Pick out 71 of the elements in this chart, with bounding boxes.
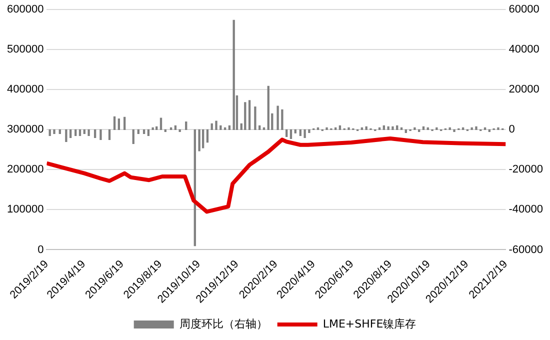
bar — [123, 116, 126, 130]
bar — [232, 20, 235, 130]
bar — [267, 86, 270, 130]
bar — [392, 126, 394, 130]
y-tick-label: 600000 — [6, 4, 44, 16]
legend-label: 周度环比（右轴） — [179, 317, 268, 330]
bar — [436, 127, 438, 130]
bar — [308, 129, 310, 133]
bar — [58, 129, 61, 134]
bar — [185, 122, 188, 130]
bar — [475, 126, 478, 130]
bar — [290, 129, 292, 140]
y-tick-label: 400000 — [6, 84, 44, 96]
bar — [147, 129, 150, 136]
bar — [244, 102, 246, 130]
bar — [338, 125, 342, 130]
bar — [174, 125, 177, 130]
bar — [113, 116, 116, 130]
bar — [198, 129, 200, 152]
bar — [69, 129, 72, 138]
y2-tick-label: -40000 — [508, 204, 544, 216]
bar — [348, 127, 350, 130]
bar — [248, 100, 251, 130]
bar — [228, 125, 231, 130]
bar — [299, 129, 302, 136]
bar — [215, 120, 218, 130]
y2-tick-label: -60000 — [508, 244, 544, 256]
bar — [132, 129, 134, 144]
y-tick-label: 0 — [38, 244, 44, 256]
bar — [202, 129, 204, 148]
bar — [48, 129, 51, 136]
bar — [74, 129, 77, 136]
bar — [387, 126, 390, 130]
bar — [276, 106, 279, 130]
bar — [53, 129, 56, 134]
y2-tick-label: 0 — [508, 124, 515, 136]
bar — [220, 125, 222, 130]
bar — [304, 129, 306, 138]
bar — [137, 129, 140, 134]
y2-tick-label: 60000 — [508, 4, 540, 16]
bar — [118, 118, 120, 130]
y-tick-label: 200000 — [6, 164, 44, 176]
y2-tick-label: 20000 — [508, 84, 540, 96]
bar — [414, 127, 416, 130]
y-tick-label: 500000 — [6, 44, 44, 56]
y2-tick-label: 40000 — [508, 44, 540, 56]
bar — [254, 106, 256, 130]
bar — [210, 123, 213, 130]
bar — [286, 129, 288, 138]
y-tick-label: 300000 — [6, 124, 44, 136]
bar — [94, 129, 96, 138]
bar — [453, 129, 456, 132]
y-tick-label: 100000 — [6, 204, 44, 216]
bar — [294, 129, 296, 134]
bar — [206, 129, 209, 143]
bar — [258, 125, 261, 130]
bar — [396, 125, 398, 130]
bar — [108, 129, 111, 140]
bar — [160, 118, 162, 130]
bar — [326, 127, 328, 130]
bar — [83, 129, 86, 134]
bar — [281, 109, 284, 130]
bar — [142, 129, 146, 134]
bar — [100, 129, 102, 140]
bar — [497, 127, 500, 130]
bar — [78, 129, 82, 136]
bar — [382, 125, 386, 130]
legend-label: LME+SHFE镍库存 — [322, 317, 416, 330]
bar — [65, 129, 68, 142]
bar — [88, 129, 90, 136]
y2-tick-label: -20000 — [508, 164, 544, 176]
